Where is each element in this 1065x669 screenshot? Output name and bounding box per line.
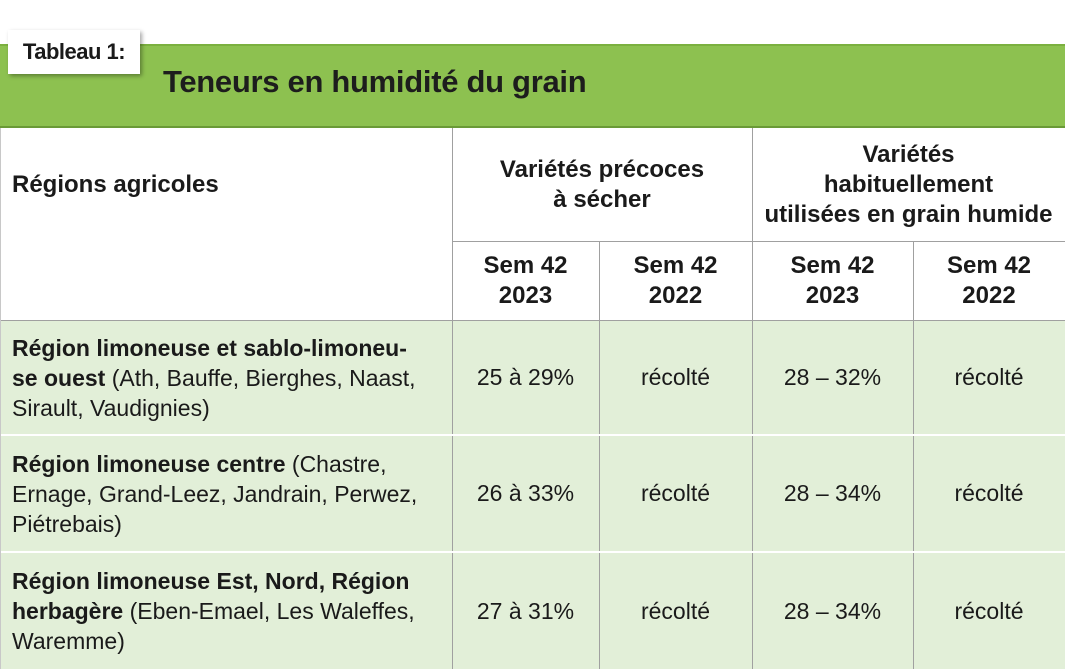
header-empty [0, 241, 452, 321]
divider [0, 434, 1065, 436]
region-localities: (Eben-Emael, Les Waleffes, [123, 598, 415, 624]
table-cell: récolté [913, 321, 1065, 434]
table-cell: récolté [599, 321, 752, 434]
table-cell: récolté [599, 436, 752, 551]
title-bar [0, 44, 1065, 128]
region-name: Région limoneuse et sablo-limoneu- [12, 334, 407, 361]
header-col-1-week: Sem 42 [483, 252, 568, 279]
divider [752, 128, 753, 669]
header-group-humid-line2: habituellement [823, 170, 994, 198]
divider [0, 128, 1, 669]
table-cell: récolté [913, 436, 1065, 551]
header-col-3: Sem 42 2023 [752, 241, 913, 321]
header-regions-label: Régions agricoles [12, 170, 219, 198]
table-cell: récolté [599, 553, 752, 669]
region-name: Région limoneuse centre [12, 450, 286, 477]
header-col-3-year: 2023 [805, 282, 860, 309]
table-cell: 28 – 34% [752, 436, 913, 551]
table-cell: récolté [913, 553, 1065, 669]
region-localities: Sirault, Vaudignies) [12, 394, 210, 421]
table-cell: 27 à 31% [452, 553, 599, 669]
header-col-2: Sem 42 2022 [599, 241, 752, 321]
table-row-region: Région limoneuse Est, Nord, Région herba… [0, 553, 452, 669]
header-group-humid-line1: Variétés [862, 140, 955, 168]
table-number-tag: Tableau 1: [8, 30, 140, 74]
table-cell: 28 – 34% [752, 553, 913, 669]
divider [599, 241, 600, 669]
header-col-3-week: Sem 42 [790, 252, 875, 279]
header-col-1: Sem 42 2023 [452, 241, 599, 321]
table-cell: 28 – 32% [752, 321, 913, 434]
table-grid: Régions agricoles Variétés précoces à sé… [0, 128, 1065, 669]
divider [452, 241, 1065, 242]
region-localities: Ernage, Grand-Leez, Jandrain, Perwez, [12, 480, 418, 507]
header-group-early: Variétés précoces à sécher [452, 128, 752, 241]
header-col-2-year: 2022 [648, 282, 703, 309]
header-col-4-week: Sem 42 [946, 252, 1032, 279]
divider [913, 241, 914, 669]
region-name: herbagère [12, 598, 124, 624]
header-col-1-year: 2023 [498, 282, 553, 309]
table-row-region: Région limoneuse centre (Chastre, Ernage… [0, 436, 452, 551]
header-group-humid: Variétés habituellement utilisées en gra… [752, 128, 1065, 241]
region-localities: Waremme) [12, 628, 125, 654]
header-group-early-line1: Variétés précoces [499, 155, 705, 183]
region-localities: (Ath, Bauffe, Bierghes, Naast, [105, 364, 416, 391]
header-regions: Régions agricoles [0, 128, 452, 241]
table-cell: 26 à 33% [452, 436, 599, 551]
divider [452, 128, 453, 669]
header-group-early-line2: à sécher [553, 185, 651, 213]
header-col-4-year: 2022 [962, 282, 1016, 309]
header-group-humid-line3: utilisées en grain humide [764, 200, 1053, 228]
region-localities: Piétrebais) [12, 510, 122, 537]
table-title: Teneurs en humidité du grain [163, 64, 587, 99]
divider [0, 551, 1065, 553]
divider [0, 320, 1065, 321]
table-row-region: Région limoneuse et sablo-limoneu- se ou… [0, 321, 452, 434]
table-cell: 25 à 29% [452, 321, 599, 434]
region-name: se ouest [12, 364, 106, 391]
header-col-4: Sem 42 2022 [913, 241, 1065, 321]
region-name: Région limoneuse Est, Nord, Région [12, 568, 410, 594]
region-localities: (Chastre, [285, 450, 387, 477]
header-col-2-week: Sem 42 [633, 252, 718, 279]
